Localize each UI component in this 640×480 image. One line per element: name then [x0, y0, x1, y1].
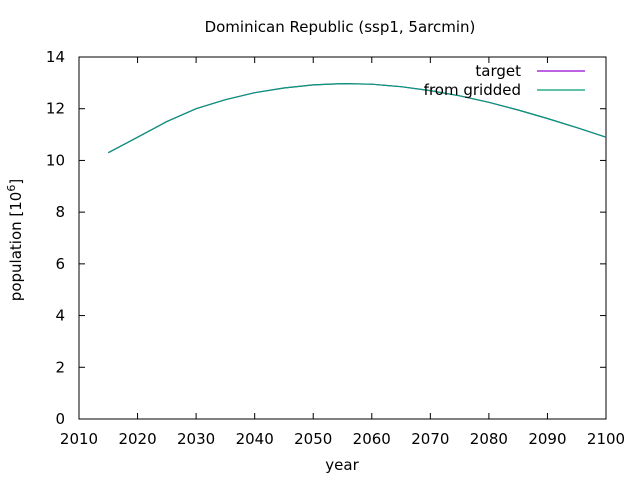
y-axis-label-close: ]	[7, 179, 25, 185]
plot-frame	[78, 56, 607, 420]
x-tick-label: 2010	[60, 430, 98, 448]
y-tick-label: 6	[55, 255, 65, 273]
legend: target from gridded	[424, 62, 585, 99]
y-tick-label: 14	[46, 48, 65, 66]
legend-label-target: target	[475, 62, 521, 80]
y-tick-label: 2	[55, 358, 65, 376]
x-tick-label: 2040	[236, 430, 274, 448]
chart-title: Dominican Republic (ssp1, 5arcmin)	[205, 18, 476, 36]
x-tick-label: 2100	[587, 430, 625, 448]
x-tick-label: 2080	[470, 430, 508, 448]
x-tick-label: 2020	[118, 430, 156, 448]
y-axis-label-main: population [10	[7, 192, 25, 302]
y-tick-label: 0	[55, 410, 65, 428]
y-tick-label: 8	[55, 203, 65, 221]
series-line-from-gridded	[108, 82, 607, 154]
series-line-target	[108, 82, 607, 154]
y-tick-label: 10	[46, 151, 65, 169]
x-tick-label: 2090	[528, 430, 566, 448]
x-tick-label: 2050	[294, 430, 332, 448]
series-lines	[108, 82, 607, 154]
legend-label-from-gridded: from gridded	[424, 81, 521, 99]
y-tick-label: 4	[55, 307, 65, 325]
axis-ticks: 2010 2020 2030 2040 2050 2060 2070 2080 2090 2100…	[46, 48, 625, 448]
y-axis-label-exponent: 6	[5, 185, 18, 192]
x-axis-label: year	[325, 456, 359, 474]
y-axis-label: population [106]	[5, 179, 25, 301]
x-tick-label: 2030	[177, 430, 215, 448]
x-tick-label: 2060	[353, 430, 391, 448]
x-tick-label: 2070	[411, 430, 449, 448]
y-tick-label: 12	[46, 100, 65, 118]
